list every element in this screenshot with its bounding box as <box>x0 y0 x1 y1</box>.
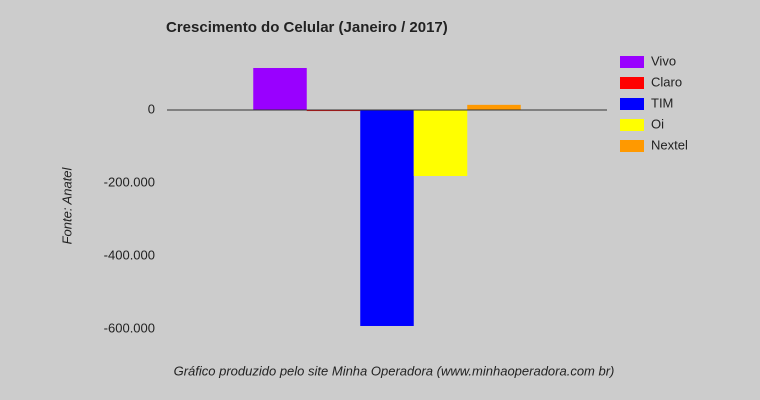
legend-swatch <box>620 56 644 68</box>
bar <box>360 109 414 326</box>
y-tick-label: -200.000 <box>104 174 155 189</box>
y-tick-label: -600.000 <box>104 320 155 335</box>
legend-swatch <box>620 98 644 110</box>
bar <box>306 109 361 112</box>
legend-label: Nextel <box>651 137 688 152</box>
legend-label: Claro <box>651 74 682 89</box>
bar <box>253 67 307 110</box>
legend-label: Oi <box>651 116 664 131</box>
footer-note: Gráfico produzido pelo site Minha Operad… <box>174 363 615 378</box>
y-tick-label: 0 <box>148 101 155 116</box>
legend-swatch <box>620 77 644 89</box>
chart-title: Crescimento do Celular (Janeiro / 2017) <box>166 19 448 36</box>
legend-label: TIM <box>651 95 673 110</box>
y-axis-label: Fonte: Anatel <box>59 166 74 244</box>
legend-label: Vivo <box>651 53 676 68</box>
bar <box>467 104 521 110</box>
bar <box>413 109 468 177</box>
legend-swatch <box>620 119 644 131</box>
legend-swatch <box>620 140 644 152</box>
y-tick-label: -400.000 <box>104 247 155 262</box>
